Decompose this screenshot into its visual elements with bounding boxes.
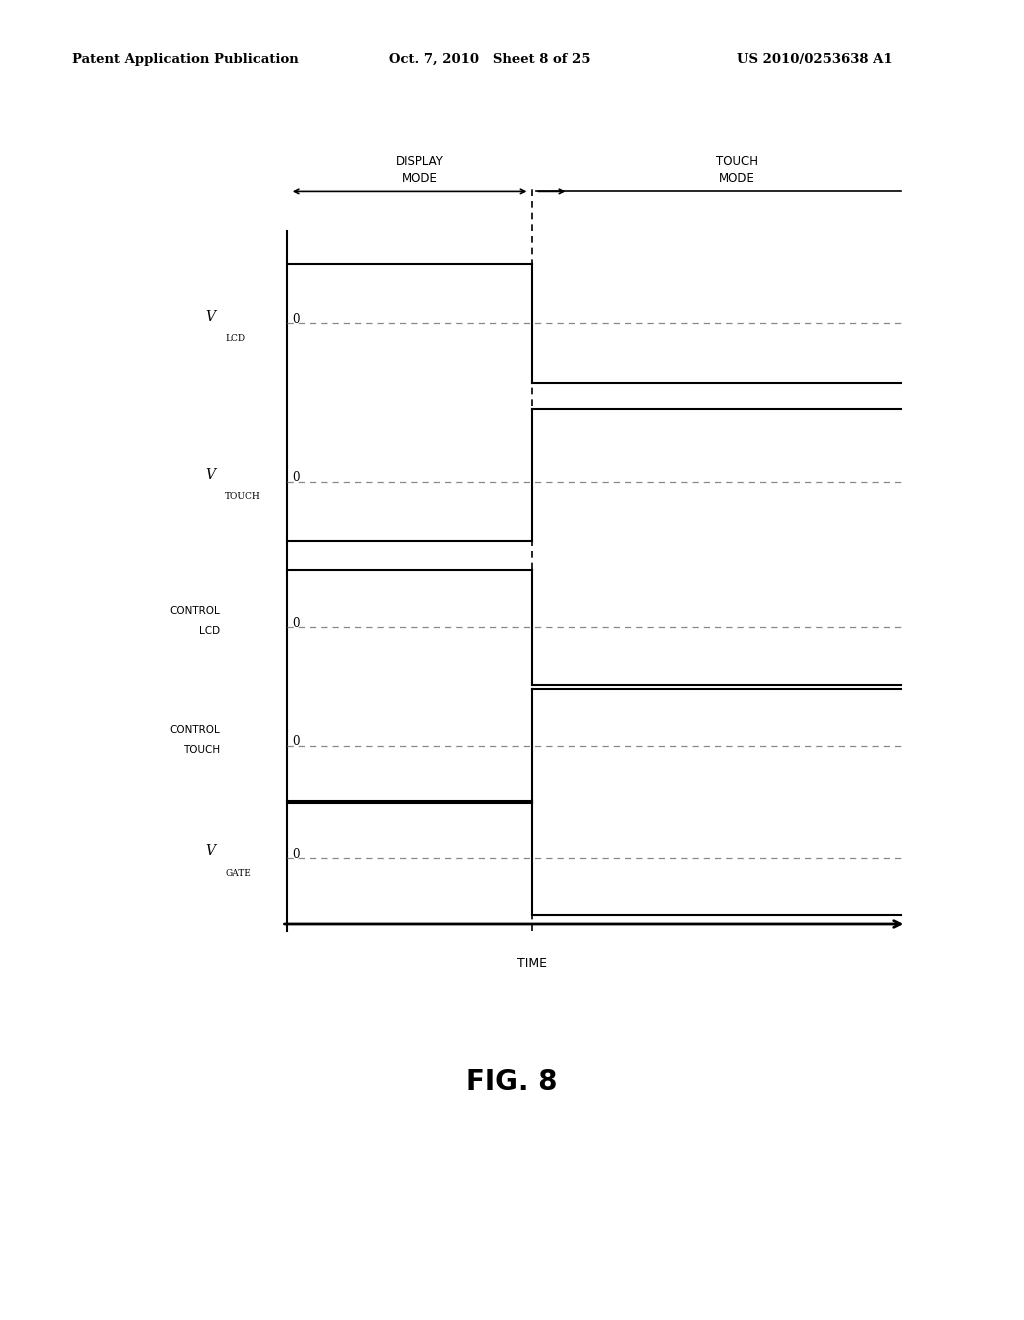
Text: US 2010/0253638 A1: US 2010/0253638 A1 (737, 53, 893, 66)
Text: LCD: LCD (225, 334, 246, 343)
Text: 0: 0 (292, 471, 299, 484)
Text: CONTROL: CONTROL (169, 725, 220, 735)
Text: CONTROL: CONTROL (169, 606, 220, 616)
Text: DISPLAY: DISPLAY (396, 154, 443, 168)
Text: LCD: LCD (199, 626, 220, 636)
Text: V: V (205, 310, 215, 323)
Text: V: V (205, 845, 215, 858)
Text: FIG. 8: FIG. 8 (466, 1068, 558, 1097)
Text: 0: 0 (292, 616, 299, 630)
Text: 0: 0 (292, 313, 299, 326)
Text: 0: 0 (292, 847, 299, 861)
Text: TOUCH: TOUCH (716, 154, 759, 168)
Text: 0: 0 (292, 735, 299, 748)
Text: TIME: TIME (517, 957, 548, 970)
Text: GATE: GATE (225, 869, 251, 878)
Text: Oct. 7, 2010   Sheet 8 of 25: Oct. 7, 2010 Sheet 8 of 25 (389, 53, 591, 66)
Text: Patent Application Publication: Patent Application Publication (72, 53, 298, 66)
Text: MODE: MODE (719, 172, 756, 185)
Text: TOUCH: TOUCH (225, 492, 261, 502)
Text: V: V (205, 469, 215, 482)
Text: MODE: MODE (401, 172, 438, 185)
Text: TOUCH: TOUCH (183, 744, 220, 755)
